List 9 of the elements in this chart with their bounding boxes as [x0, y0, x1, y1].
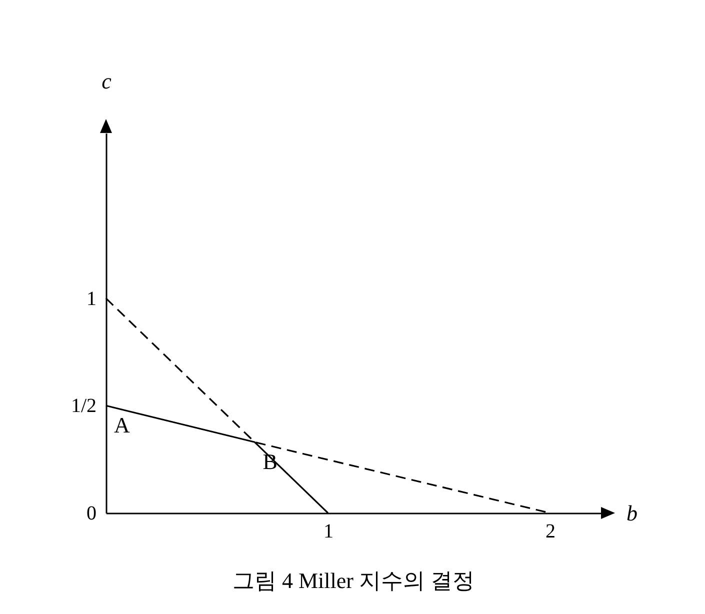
text: 그림 4 Miller 지수의 결정 [232, 568, 474, 593]
x-axis-title: b [626, 500, 638, 526]
annotation: A [114, 412, 130, 438]
annotation: B [262, 449, 278, 474]
x-tick-label: 2 [545, 520, 556, 542]
y-tick-label: 0 [86, 502, 96, 524]
y-axis-title: c [102, 68, 112, 94]
y-tick-label: 1 [86, 288, 96, 310]
y-tick-label: 1/2 [70, 395, 96, 418]
